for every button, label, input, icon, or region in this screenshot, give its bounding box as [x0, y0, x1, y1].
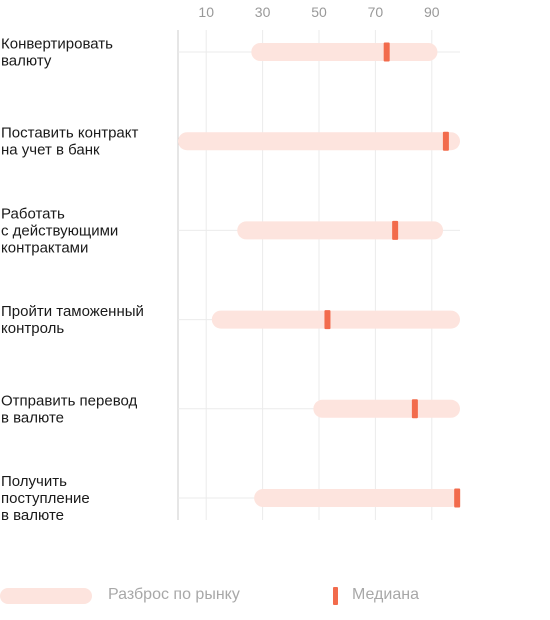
category-label: контрактами	[1, 239, 88, 256]
legend-median-swatch	[333, 587, 338, 605]
x-tick-label: 50	[311, 4, 327, 20]
median-marker	[454, 488, 461, 508]
median-marker	[392, 220, 399, 240]
legend-range-label: Разброс по рынку	[108, 586, 240, 603]
category-label: в валюте	[1, 507, 64, 524]
category-label: контроль	[1, 320, 64, 337]
x-tick-label: 90	[424, 4, 440, 20]
legend-range-swatch	[0, 588, 92, 604]
category-label: Пройти таможенный	[1, 303, 144, 320]
category-label: поступление	[1, 490, 90, 507]
range-bar	[211, 310, 460, 329]
category-label: на учет в банк	[1, 142, 100, 159]
category-label: валюту	[1, 53, 52, 70]
x-tick-label: 30	[255, 4, 271, 20]
range-bar	[251, 43, 438, 61]
category-label: Работать	[1, 205, 65, 222]
median-marker	[383, 42, 390, 62]
x-tick-label: 70	[368, 4, 384, 20]
median-marker	[324, 310, 331, 330]
category-label: Поставить контракт	[1, 125, 139, 142]
category-label: Получить	[1, 473, 67, 490]
legend: Разброс по рынку Медиана	[0, 583, 550, 609]
median-marker	[442, 131, 449, 151]
category-label: с действующими	[1, 222, 118, 239]
category-label: в валюте	[1, 409, 64, 426]
range-bar	[237, 221, 444, 240]
range-bar	[313, 399, 460, 418]
range-bar	[178, 132, 460, 151]
median-marker	[411, 399, 418, 419]
category-label: Отправить перевод	[1, 392, 138, 409]
range-bar	[254, 489, 460, 507]
x-tick-label: 10	[198, 4, 214, 20]
legend-median-label: Медиана	[352, 586, 419, 603]
category-label: Конвертировать	[1, 36, 113, 53]
